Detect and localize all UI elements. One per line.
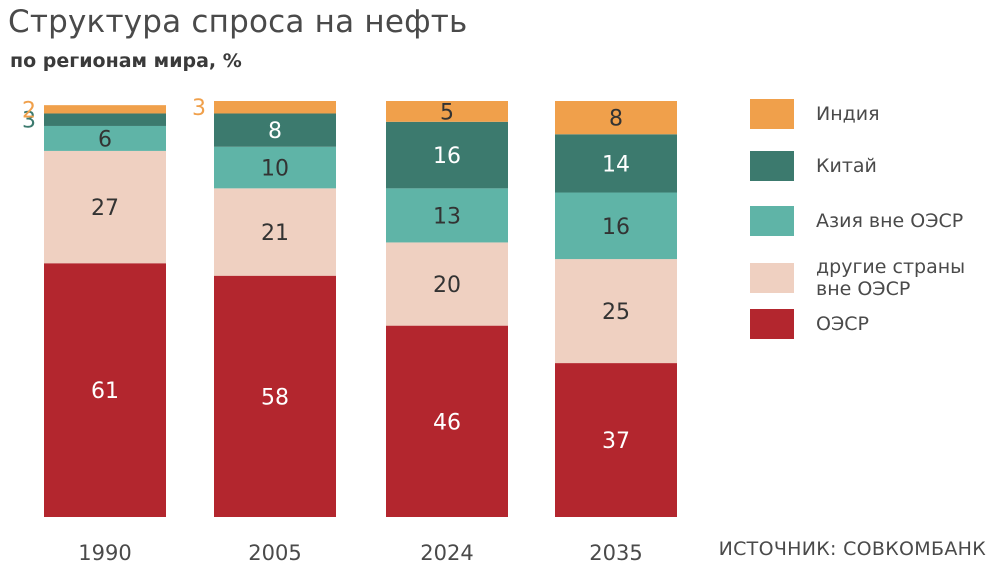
legend-label-other: другие страны вне ОЭСР [816, 256, 966, 300]
data-label-other-1990: 27 [91, 196, 119, 221]
bar-segment-china-2005 [214, 113, 336, 147]
x-tick-label-2005: 2005 [248, 541, 301, 565]
legend-swatch-asia [750, 206, 794, 236]
legend-swatch-china [750, 151, 794, 181]
data-label-china-2005: 8 [268, 119, 282, 144]
bar-segment-other-2035 [555, 259, 677, 364]
data-label-asia-1990: 6 [98, 127, 112, 152]
data-label-asia-2035: 16 [602, 215, 630, 240]
chart-title: Структура спроса на нефть [8, 4, 468, 40]
bar-segment-asia-2024 [386, 188, 508, 243]
bar-segment-asia-2035 [555, 192, 677, 260]
legend-label-india: Индия [816, 103, 880, 125]
x-tick-label-2035: 2035 [589, 541, 642, 565]
data-label-oecd-2005: 58 [261, 385, 289, 410]
legend-swatch-other [750, 263, 794, 293]
data-label-india-2024: 5 [440, 100, 454, 125]
data-label-asia-2024: 13 [433, 204, 461, 229]
data-label-china-1990: 3 [22, 109, 36, 134]
bar-segment-china-2035 [555, 134, 677, 193]
bar-segment-oecd-2024 [386, 325, 508, 517]
data-label-oecd-1990: 61 [91, 379, 119, 404]
legend-label-china: Китай [816, 155, 877, 177]
data-label-other-2024: 20 [433, 273, 461, 298]
data-label-china-2035: 14 [602, 152, 630, 177]
bar-segment-other-2024 [386, 242, 508, 326]
data-label-india-2005: 3 [192, 96, 206, 121]
legend-label-asia: Азия вне ОЭСР [816, 210, 964, 232]
legend-swatch-oecd [750, 309, 794, 339]
x-tick-label-2024: 2024 [420, 541, 473, 565]
bar-segment-oecd-2035 [555, 363, 677, 517]
data-label-other-2005: 21 [261, 221, 289, 246]
legend-item-india: Индия [750, 99, 986, 129]
data-label-india-1990: 2 [22, 98, 36, 123]
bar-segment-other-2005 [214, 188, 336, 276]
legend-item-other: другие страны вне ОЭСР [750, 256, 986, 300]
bar-segment-china-1990 [44, 113, 166, 126]
data-label-india-2035: 8 [609, 107, 623, 132]
data-label-oecd-2035: 37 [602, 429, 630, 454]
legend-item-asia: Азия вне ОЭСР [750, 206, 986, 236]
bar-segment-other-1990 [44, 150, 166, 264]
chart-subtitle: по регионам мира, % [10, 50, 242, 72]
source-note: ИСТОЧНИК: СОВКОМБАНК [718, 538, 986, 560]
bar-segment-china-2024 [386, 121, 508, 189]
data-label-china-2024: 16 [433, 144, 461, 169]
bar-segment-india-1990 [44, 105, 166, 114]
x-tick-label-1990: 1990 [78, 541, 131, 565]
data-label-oecd-2024: 46 [433, 410, 461, 435]
data-label-asia-2005: 10 [261, 157, 289, 182]
bar-segment-india-2024 [386, 101, 508, 122]
bar-segment-india-2035 [555, 101, 677, 135]
legend-label-oecd: ОЭСР [816, 313, 869, 335]
bar-segment-oecd-1990 [44, 263, 166, 517]
legend-item-china: Китай [750, 151, 986, 181]
bar-segment-asia-2005 [214, 146, 336, 189]
data-label-other-2035: 25 [602, 300, 630, 325]
bar-segment-india-2005 [214, 101, 336, 114]
legend-swatch-india [750, 99, 794, 129]
legend-item-oecd: ОЭСР [750, 309, 986, 339]
bar-segment-oecd-2005 [214, 275, 336, 517]
bar-segment-asia-1990 [44, 125, 166, 151]
